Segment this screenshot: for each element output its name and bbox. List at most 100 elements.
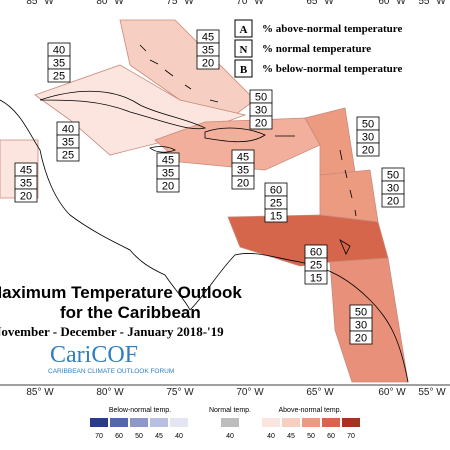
prob-box [356, 142, 380, 157]
prob-box [231, 175, 255, 190]
prob-value: 35 [53, 58, 65, 70]
subtitle: for the Caribbean [60, 303, 201, 322]
lon-label: 85° W [26, 0, 54, 7]
prob-value: 20 [387, 196, 399, 208]
lon-label: 75° W [166, 0, 194, 7]
prob-box [47, 68, 71, 83]
prob-value: 25 [310, 260, 322, 272]
coastline [0, 99, 191, 311]
prob-value: 15 [270, 211, 282, 223]
lon-label: 80° W [96, 0, 124, 7]
lon-label: 65° W [306, 387, 334, 398]
key-letter: N [240, 44, 248, 56]
zone-boxes: 4535204035254035254535204535204535205030… [14, 29, 405, 345]
cbar-tick: 60 [327, 433, 335, 440]
cbar-label: Above-normal temp. [278, 407, 341, 414]
prob-value: 50 [387, 170, 399, 182]
key-letter: A [240, 24, 248, 36]
cbar-tick: 70 [347, 433, 355, 440]
prob-value: 30 [362, 132, 374, 144]
key-text: % normal temperature [262, 43, 371, 55]
zone [319, 169, 379, 223]
cbar-label: Normal temp. [209, 407, 251, 414]
lon-label: 80° W [96, 387, 124, 398]
prob-box [349, 330, 373, 345]
prob-box [249, 115, 273, 130]
cbar-swatch [90, 418, 108, 427]
prob-box [304, 270, 328, 285]
coastline [339, 149, 357, 255]
prob-value: 60 [270, 185, 282, 197]
cbar-tick: 50 [307, 433, 315, 440]
colorbar: Below-normal temp. Normal temp. Above-norm… [90, 407, 360, 440]
cbar-swatch [170, 418, 188, 427]
cbar-swatch [130, 418, 148, 427]
prob-value: 35 [20, 178, 32, 190]
prob-value: 45 [20, 165, 32, 177]
prob-value: 45 [162, 155, 174, 167]
coastlines [0, 44, 409, 383]
lon-label: 70° W [236, 0, 264, 7]
cbar-tick: 40 [267, 433, 275, 440]
prob-box [381, 193, 405, 208]
cbar-tick: 50 [135, 433, 143, 440]
key-text: % below-normal temperature [262, 63, 402, 75]
prob-value: 35 [237, 165, 249, 177]
prob-value: 50 [255, 92, 267, 104]
lon-labels-top: 85° W 80° W 75° W 70° W 65° W 60° W 55° W [26, 0, 446, 7]
prob-value: 35 [202, 45, 214, 57]
lon-label: 75° W [166, 387, 194, 398]
period: November - December - January 2018-'19 [0, 324, 224, 339]
lon-label: 70° W [236, 387, 264, 398]
prob-value: 25 [270, 198, 282, 210]
coastline [204, 127, 266, 143]
cbar-swatch [322, 418, 340, 427]
prob-value: 15 [310, 273, 322, 285]
lon-labels-bottom: 85° W 80° W 75° W 70° W 65° W 60° W 55° W [26, 387, 446, 398]
prob-value: 45 [202, 32, 214, 44]
cbar-swatch [342, 418, 360, 427]
prob-value: 60 [310, 247, 322, 259]
coastline [149, 146, 176, 153]
prob-value: 50 [355, 307, 367, 319]
logo-tagline: CARIBBEAN CLIMATE OUTLOOK FORUM [48, 368, 174, 375]
cbar-label: Below-normal temp. [109, 407, 171, 414]
logo: CariCOF [50, 342, 138, 368]
prob-box [14, 188, 38, 203]
cbar-swatch [110, 418, 128, 427]
prob-value: 25 [62, 150, 74, 162]
key-box [234, 39, 253, 58]
cbar-tick: 40 [226, 433, 234, 440]
prob-value: 40 [53, 45, 65, 57]
cbar-swatch [150, 418, 168, 427]
title: Maximum Temperature Outlook [0, 283, 242, 302]
prob-value: 35 [62, 137, 74, 149]
coastline [189, 253, 409, 383]
prob-value: 35 [162, 168, 174, 180]
prob-value: 20 [362, 145, 374, 157]
prob-value: 20 [355, 333, 367, 345]
prob-value: 30 [355, 320, 367, 332]
lon-label: 60° W [378, 0, 406, 7]
lon-label: 85° W [26, 387, 54, 398]
cbar-swatch [302, 418, 320, 427]
key-box [234, 59, 253, 78]
lon-label: 55° W [418, 387, 446, 398]
key-text: % above-normal temperature [262, 23, 402, 35]
prob-value: 20 [162, 181, 174, 193]
prob-value: 40 [62, 124, 74, 136]
cbar-tick: 45 [287, 433, 295, 440]
prob-value: 20 [237, 178, 249, 190]
lon-label: 55° W [418, 0, 446, 7]
prob-value: 30 [387, 183, 399, 195]
prob-box [156, 178, 180, 193]
prob-value: 20 [20, 191, 32, 203]
prob-value: 50 [362, 119, 374, 131]
key-letter: B [240, 64, 248, 76]
prob-value: 25 [53, 71, 65, 83]
key: A % above-normal temperature N % normal tem… [234, 19, 402, 78]
prob-value: 20 [202, 58, 214, 70]
cbar-tick: 70 [95, 433, 103, 440]
prob-value: 45 [237, 152, 249, 164]
coastline [39, 90, 207, 130]
